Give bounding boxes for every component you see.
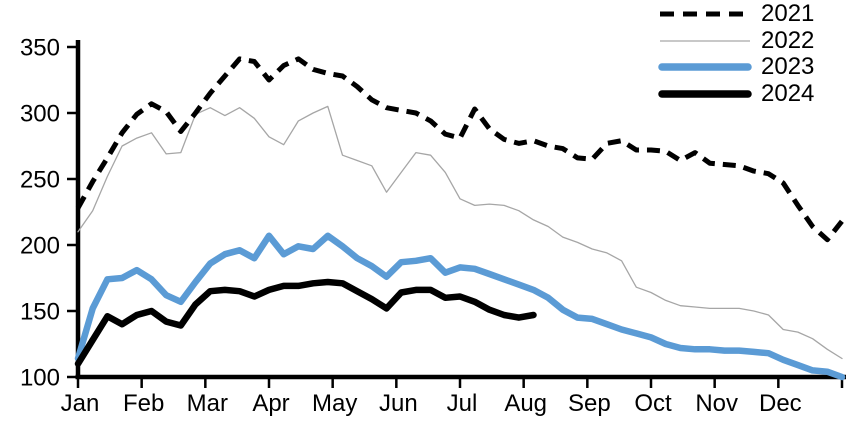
- x-axis-month-label: Jun: [379, 390, 418, 417]
- legend-label: 2021: [761, 0, 815, 28]
- y-axis-tick-label: 300: [20, 101, 60, 128]
- series-line-2021: [75, 56, 844, 243]
- y-axis-tick-label: 250: [20, 167, 60, 194]
- x-axis-month-label: May: [312, 390, 357, 417]
- legend-item-2023: 2023: [658, 54, 814, 81]
- legend: 2021 2022 2023 2024: [658, 1, 814, 107]
- legend-item-2022: 2022: [658, 28, 814, 55]
- x-axis-month-label: Apr: [252, 390, 289, 417]
- series-line-2024: [74, 278, 537, 368]
- legend-label: 2023: [761, 53, 815, 81]
- x-axis-month-label: Jan: [61, 390, 100, 417]
- x-axis-month-label: Dec: [759, 390, 802, 417]
- y-axis-tick-label: 150: [20, 299, 60, 326]
- legend-line-sample-black: [658, 90, 752, 98]
- legend-label: 2022: [761, 26, 815, 54]
- x-axis-month-label: Oct: [634, 390, 672, 417]
- x-axis-month-label: Feb: [123, 390, 164, 417]
- y-axis-tick-label: 350: [20, 35, 60, 62]
- series-line-2023: [74, 232, 846, 381]
- y-axis-tick-label: 100: [20, 365, 60, 392]
- legend-item-2024: 2024: [658, 81, 814, 108]
- x-axis-month-label: Nov: [695, 390, 738, 417]
- x-axis-month-label: Aug: [504, 390, 547, 417]
- legend-item-2021: 2021: [658, 1, 814, 28]
- x-axis-month-label: Mar: [187, 390, 228, 417]
- legend-label: 2024: [761, 79, 815, 107]
- legend-line-sample-blue: [658, 63, 752, 71]
- y-axis-tick-label: 200: [20, 233, 60, 260]
- series-line-2022: [77, 105, 843, 360]
- legend-line-sample-dashed: [660, 11, 750, 17]
- legend-line-sample-thin-gray: [660, 40, 750, 42]
- x-axis-month-label: Sep: [568, 390, 611, 417]
- x-axis-month-label: Jul: [447, 390, 478, 417]
